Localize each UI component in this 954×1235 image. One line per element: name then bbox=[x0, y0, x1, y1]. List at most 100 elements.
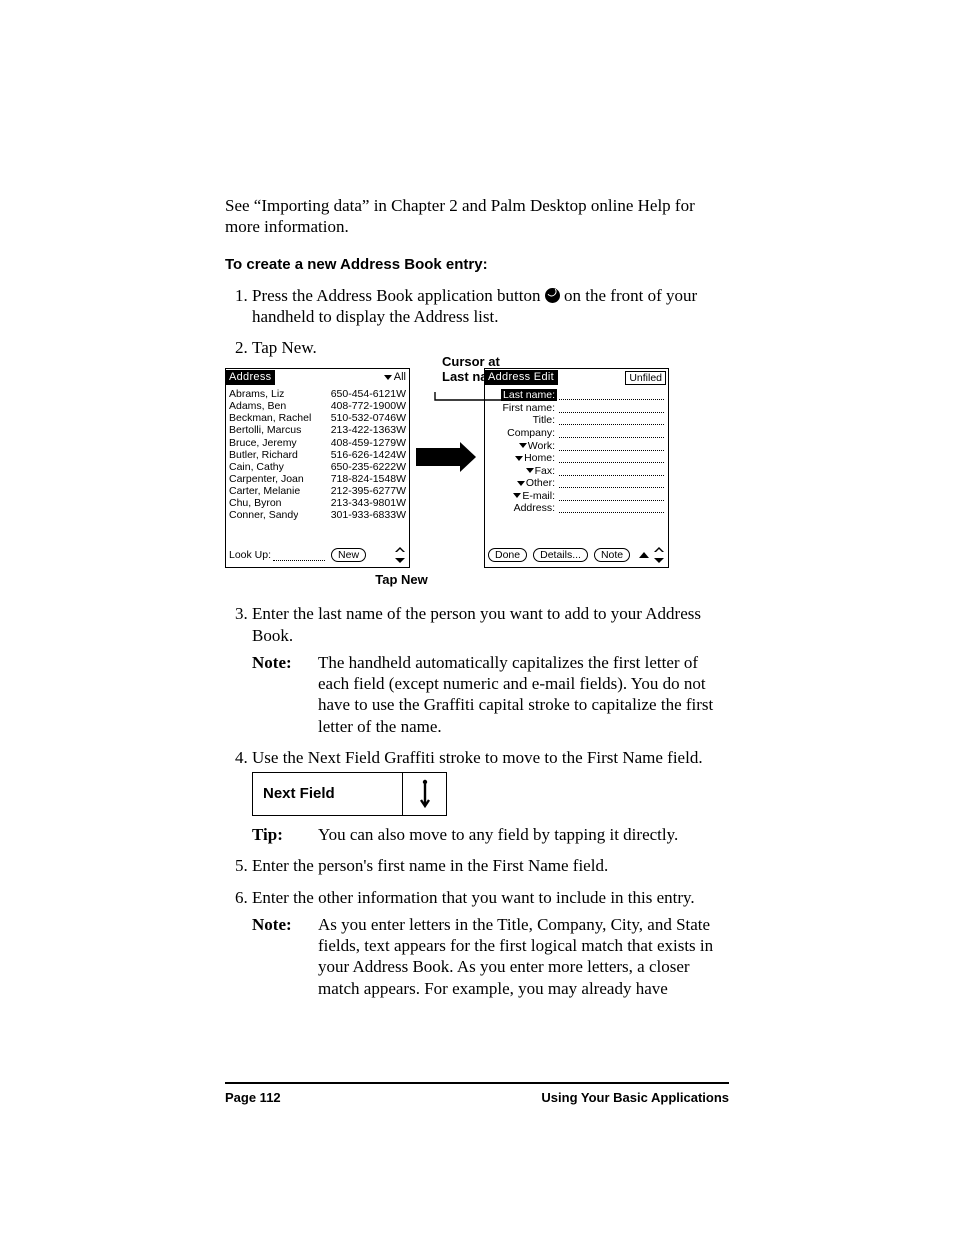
contact-row[interactable]: Beckman, Rachel 510-532-0746W bbox=[229, 412, 406, 424]
field-label: Address: bbox=[489, 502, 557, 514]
arrow-icon bbox=[416, 448, 460, 466]
lookup-label: Look Up: bbox=[229, 549, 271, 561]
contact-row[interactable]: Chu, Byron 213-343-9801W bbox=[229, 497, 406, 509]
edit-footer: Done Details... Note bbox=[488, 547, 665, 563]
contact-number: 213-422-1363W bbox=[327, 424, 406, 436]
contact-name: Bruce, Jeremy bbox=[229, 437, 297, 449]
contact-number: 650-235-6222W bbox=[327, 461, 406, 473]
contact-list[interactable]: Abrams, Liz650-454-6121WAdams, Ben408-77… bbox=[226, 386, 409, 521]
dropdown-icon[interactable] bbox=[526, 468, 534, 473]
field-input-line[interactable] bbox=[559, 428, 664, 438]
dropdown-icon[interactable] bbox=[513, 493, 521, 498]
contact-number: 213-343-9801W bbox=[327, 497, 406, 509]
contact-name: Adams, Ben bbox=[229, 400, 286, 412]
edit-field-row[interactable]: E-mail: bbox=[489, 490, 664, 502]
step-3-text: Enter the last name of the person you wa… bbox=[252, 604, 701, 644]
note-label-2: Note: bbox=[252, 914, 300, 999]
field-input-line[interactable] bbox=[559, 491, 664, 501]
contact-row[interactable]: Carter, Melanie212-395-6277W bbox=[229, 485, 406, 497]
field-input-line[interactable] bbox=[559, 466, 664, 476]
manual-page: See “Importing data” in Chapter 2 and Pa… bbox=[0, 0, 954, 1235]
field-input-line[interactable] bbox=[559, 415, 664, 425]
lookup-input-line[interactable] bbox=[273, 560, 325, 561]
edit-field-row[interactable]: First name: bbox=[489, 402, 664, 414]
dropdown-icon[interactable] bbox=[519, 443, 527, 448]
contact-row[interactable]: Butler, Richard 516-626-1424W bbox=[229, 449, 406, 461]
details-button[interactable]: Details... bbox=[533, 548, 588, 562]
note-3: Note: The handheld automatically capital… bbox=[252, 652, 729, 737]
field-input-line[interactable] bbox=[559, 390, 664, 400]
edit-field-row[interactable]: Fax: bbox=[489, 465, 664, 477]
edit-title: Address Edit bbox=[485, 370, 558, 385]
contact-name: Abrams, Liz bbox=[229, 388, 284, 400]
contact-number: 408-459-1279W bbox=[327, 437, 406, 449]
field-label: Work: bbox=[489, 440, 557, 452]
edit-fields: Last name: First name: Title: Company: W… bbox=[485, 386, 668, 514]
edit-field-row[interactable]: Home: bbox=[489, 452, 664, 464]
field-label: E-mail: bbox=[489, 490, 557, 502]
contact-name: Butler, Richard bbox=[229, 449, 298, 461]
step-6: Enter the other information that you wan… bbox=[252, 887, 729, 999]
step-1-text-a: Press the Address Book application butto… bbox=[252, 286, 545, 305]
lookup-field[interactable]: Look Up: bbox=[229, 549, 325, 561]
contact-row[interactable]: Adams, Ben408-772-1900W bbox=[229, 400, 406, 412]
edit-field-row[interactable]: Address: bbox=[489, 502, 664, 514]
edit-field-row[interactable]: Title: bbox=[489, 414, 664, 426]
category-picker[interactable]: All bbox=[384, 371, 409, 384]
contact-row[interactable]: Bertolli, Marcus 213-422-1363W bbox=[229, 424, 406, 436]
note-text: The handheld automatically capitalizes t… bbox=[318, 652, 729, 737]
step-3: Enter the last name of the person you wa… bbox=[252, 603, 729, 737]
note-text-2: As you enter letters in the Title, Compa… bbox=[318, 914, 729, 999]
address-list-screen: Address All Abrams, Liz650-454-6121WAdam… bbox=[225, 368, 410, 568]
next-field-label: Next Field bbox=[253, 773, 402, 815]
note-button[interactable]: Note bbox=[594, 548, 630, 562]
edit-field-row[interactable]: Work: bbox=[489, 440, 664, 452]
contact-name: Beckman, Rachel bbox=[229, 412, 311, 424]
steps-list-cont: Enter the last name of the person you wa… bbox=[225, 603, 729, 999]
edit-field-row[interactable]: Company: bbox=[489, 427, 664, 439]
edit-field-row[interactable]: Last name: bbox=[489, 389, 664, 401]
field-input-line[interactable] bbox=[559, 503, 664, 513]
step-1: Press the Address Book application butto… bbox=[252, 285, 729, 328]
contact-row[interactable]: Cain, Cathy650-235-6222W bbox=[229, 461, 406, 473]
field-input-line[interactable] bbox=[559, 441, 664, 451]
step-6-text: Enter the other information that you wan… bbox=[252, 888, 695, 907]
address-title: Address bbox=[226, 370, 275, 385]
tip-4: Tip: You can also move to any field by t… bbox=[252, 824, 729, 845]
contact-row[interactable]: Abrams, Liz650-454-6121W bbox=[229, 388, 406, 400]
field-label: Home: bbox=[489, 452, 557, 464]
contact-row[interactable]: Bruce, Jeremy 408-459-1279W bbox=[229, 437, 406, 449]
contact-row[interactable]: Carpenter, Joan718-824-1548W bbox=[229, 473, 406, 485]
contact-row[interactable]: Conner, Sandy301-933-6833W bbox=[229, 509, 406, 521]
dropdown-icon[interactable] bbox=[515, 456, 523, 461]
contact-number: 516-626-1424W bbox=[327, 449, 406, 461]
tip-text: You can also move to any field by tappin… bbox=[318, 824, 729, 845]
field-label: Company: bbox=[489, 427, 557, 439]
field-input-line[interactable] bbox=[559, 453, 664, 463]
contact-name: Bertolli, Marcus bbox=[229, 424, 301, 436]
intro-paragraph: See “Importing data” in Chapter 2 and Pa… bbox=[225, 195, 729, 238]
graffiti-stroke bbox=[402, 773, 446, 815]
field-input-line[interactable] bbox=[559, 403, 664, 413]
contact-number: 718-824-1548W bbox=[327, 473, 406, 485]
field-input-line[interactable] bbox=[559, 478, 664, 488]
edit-category[interactable]: Unfiled bbox=[625, 371, 666, 385]
note-label: Note: bbox=[252, 652, 300, 737]
dropdown-icon bbox=[384, 375, 392, 380]
scroll-arrows[interactable] bbox=[394, 547, 406, 563]
address-edit-screen: Address Edit Unfiled Last name: First na… bbox=[484, 368, 669, 568]
field-label: Other: bbox=[489, 477, 557, 489]
field-label-highlight: Last name: bbox=[501, 389, 557, 401]
dropdown-icon[interactable] bbox=[517, 481, 525, 486]
done-button[interactable]: Done bbox=[488, 548, 527, 562]
edit-field-row[interactable]: Other: bbox=[489, 477, 664, 489]
contact-name: Conner, Sandy bbox=[229, 509, 298, 521]
edit-header: Address Edit Unfiled bbox=[485, 369, 668, 386]
steps-list: Press the Address Book application butto… bbox=[225, 285, 729, 359]
step-4-text: Use the Next Field Graffiti stroke to mo… bbox=[252, 748, 703, 767]
new-button[interactable]: New bbox=[331, 548, 366, 562]
edit-scroll[interactable] bbox=[639, 547, 665, 563]
contact-name: Chu, Byron bbox=[229, 497, 282, 509]
contact-number: 510-532-0746W bbox=[327, 412, 406, 424]
scroll-up-icon bbox=[639, 552, 649, 558]
